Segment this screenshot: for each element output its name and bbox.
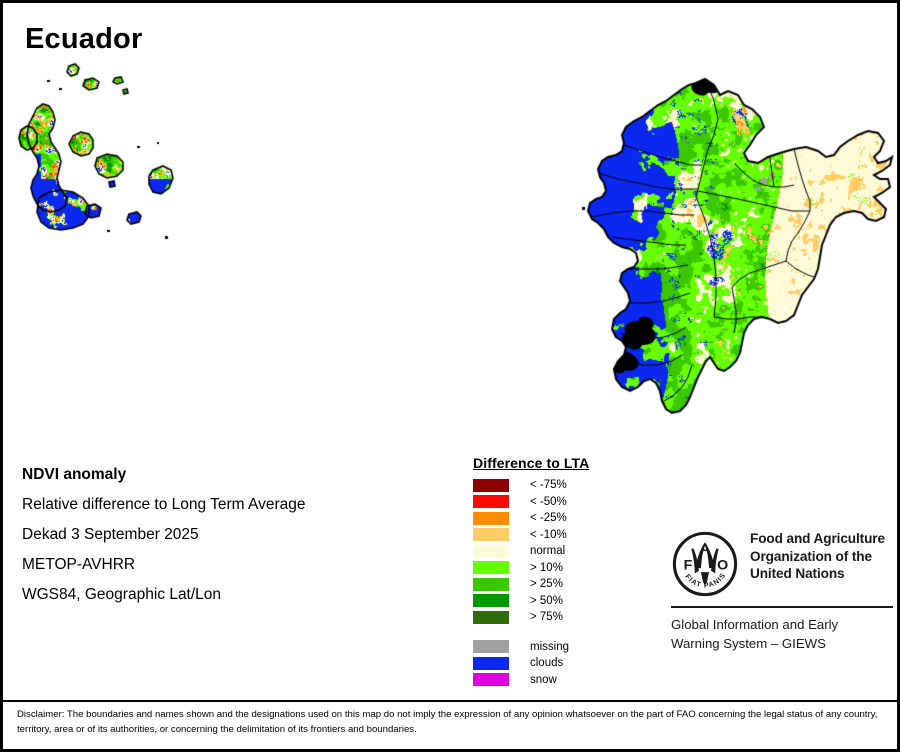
fao-divider (671, 606, 893, 608)
legend-special-label: snow (530, 673, 557, 686)
legend-class-row: < -10% (473, 527, 589, 544)
galapagos-canvas (11, 58, 201, 243)
svg-text:A: A (700, 541, 709, 556)
legend-special-row: missing (473, 639, 589, 656)
giews-line-2: Warning System – GIEWS (671, 635, 826, 651)
legend-special-row: snow (473, 672, 589, 689)
legend-class-label: < -75% (530, 479, 567, 492)
fao-giews-programme: Global Information and Early Warning Sys… (671, 616, 896, 653)
legend-special-row: clouds (473, 655, 589, 672)
legend-class-swatch (473, 544, 509, 558)
legend-special-list: missing clouds snow (473, 639, 589, 689)
info-period: Dekad 3 September 2025 (22, 526, 199, 543)
legend-title: Difference to LTA (473, 455, 590, 471)
mainland-ecuador-map[interactable] (568, 61, 897, 426)
legend-class-label: > 50% (530, 594, 563, 607)
legend-class-swatch (473, 577, 509, 591)
legend-class-swatch (473, 478, 509, 492)
legend-class-swatch (473, 528, 509, 542)
legend-class-row: < -25% (473, 510, 589, 527)
svg-text:O: O (717, 557, 728, 573)
legend-class-row: > 10% (473, 560, 589, 577)
fao-organization-name: Food and Agriculture Organization of the… (750, 530, 885, 583)
legend-class-swatch (473, 511, 509, 525)
legend-special-swatch (473, 640, 509, 654)
disclaimer-text: Disclaimer: The boundaries and names sho… (17, 709, 878, 735)
map-legend: Difference to LTA < -75% < -50% < -25% < -1… (473, 455, 589, 688)
mainland-canvas (568, 61, 897, 426)
svg-text:F: F (684, 557, 693, 573)
legend-class-row: < -75% (473, 477, 589, 494)
legend-class-row: > 75% (473, 609, 589, 626)
legend-class-label: normal (530, 545, 566, 558)
galapagos-inset-map[interactable] (11, 58, 201, 243)
legend-class-label: > 25% (530, 578, 563, 591)
legend-class-label: < -10% (530, 528, 567, 541)
legend-special-label: missing (530, 640, 569, 653)
legend-class-row: normal (473, 543, 589, 560)
giews-line-1: Global Information and Early (671, 617, 839, 632)
info-projection: WGS84, Geographic Lat/Lon (22, 586, 222, 603)
info-subtitle: Relative difference to Long Term Average (22, 496, 306, 513)
fao-org-line-1: Food and Agriculture (750, 531, 885, 546)
fao-org-line-3: United Nations (750, 566, 845, 581)
legend-class-row: > 50% (473, 593, 589, 610)
legend-class-label: > 75% (530, 611, 563, 624)
legend-special-swatch (473, 656, 509, 670)
fao-logo-icon: F A O FIAT PANIS (672, 531, 738, 597)
legend-special-label: clouds (530, 657, 564, 670)
legend-class-row: < -50% (473, 494, 589, 511)
legend-special-swatch (473, 673, 509, 687)
info-heading: NDVI anomaly (22, 466, 127, 483)
legend-class-label: > 10% (530, 561, 563, 574)
fao-org-line-2: Organization of the (750, 548, 872, 564)
legend-class-swatch (473, 495, 509, 509)
legend-class-label: < -50% (530, 495, 567, 508)
map-info-block: NDVI anomaly Relative difference to Long… (22, 460, 306, 610)
legend-class-swatch (473, 594, 509, 608)
legend-class-row: > 25% (473, 576, 589, 593)
fao-header: F A O FIAT PANIS Food and Agriculture Or… (671, 530, 896, 598)
legend-class-label: < -25% (530, 512, 567, 525)
legend-class-list: < -75% < -50% < -25% < -10% normal > 10% > 25%… (473, 477, 589, 626)
legend-spacer (473, 626, 589, 639)
info-sensor: METOP-AVHRR (22, 556, 136, 573)
disclaimer-divider (3, 700, 897, 702)
legend-class-swatch (473, 561, 509, 575)
fao-branding-block: F A O FIAT PANIS Food and Agriculture Or… (671, 530, 896, 653)
page-title: Ecuador (25, 23, 143, 55)
legend-class-swatch (473, 610, 509, 624)
